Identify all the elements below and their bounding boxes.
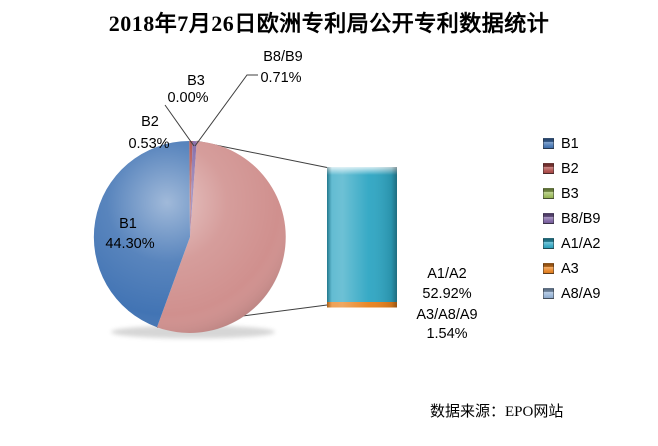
footer-data-source: 数据来源：EPO网站 xyxy=(430,404,564,420)
legend-marker-b1 xyxy=(543,138,554,149)
bar-label-a1a2-name: A1/A2 xyxy=(427,266,467,282)
chart-legend: B1 B2 B3 B8/B9 A1/A2 A3 A8/A9 xyxy=(543,131,601,306)
bar-label-a3a8a9-pct: 1.54% xyxy=(426,326,467,342)
pie-label-b8b9-name: B8/B9 xyxy=(263,49,303,65)
pie-label-b3-pct: 0.00% xyxy=(167,90,208,106)
legend-label-b8b9: B8/B9 xyxy=(561,210,601,227)
leader-line-b3 xyxy=(164,104,195,147)
legend-item-b3: B3 xyxy=(543,181,601,206)
bar-label-a1a2-pct: 52.92% xyxy=(422,286,471,302)
legend-label-a1a2: A1/A2 xyxy=(561,235,601,252)
chart-title: 2018年7月26日欧洲专利局公开专利数据统计 xyxy=(108,11,550,36)
legend-marker-a3 xyxy=(543,263,554,274)
leader-line-b8b9 xyxy=(194,74,258,147)
legend-item-a3: A3 xyxy=(543,256,601,281)
legend-item-b2: B2 xyxy=(543,156,601,181)
legend-label-b1: B1 xyxy=(561,135,579,152)
pie-label-b3-name: B3 xyxy=(187,73,205,89)
legend-label-a3: A3 xyxy=(561,260,579,277)
pie-label-b1-pct: 44.30% xyxy=(105,236,154,252)
legend-marker-b2 xyxy=(543,163,554,174)
legend-item-b1: B1 xyxy=(543,131,601,156)
pie-label-b2-name: B2 xyxy=(141,114,159,130)
legend-marker-a8a9 xyxy=(543,288,554,299)
legend-item-a1a2: A1/A2 xyxy=(543,231,601,256)
legend-item-a8a9: A8/A9 xyxy=(543,281,601,306)
pie-label-b2-pct: 0.53% xyxy=(128,136,169,152)
pie-sheen-overlay xyxy=(94,141,286,333)
legend-label-a8a9: A8/A9 xyxy=(561,285,601,302)
legend-marker-a1a2 xyxy=(543,238,554,249)
legend-item-b8b9: B8/B9 xyxy=(543,206,601,231)
bar-label-a3a8a9-name: A3/A8/A9 xyxy=(416,307,477,323)
pie-label-b1-name: B1 xyxy=(119,216,137,232)
footer-credits: 数据来源：EPO网站 制图时间：2018年7月26日 制 图：www.cnipr… xyxy=(430,364,603,446)
bar-sheen-overlay xyxy=(327,167,397,308)
legend-marker-b3 xyxy=(543,188,554,199)
legend-marker-b8b9 xyxy=(543,213,554,224)
legend-label-b2: B2 xyxy=(561,160,579,177)
pie-label-b8b9-pct: 0.71% xyxy=(260,70,301,86)
legend-label-b3: B3 xyxy=(561,185,579,202)
